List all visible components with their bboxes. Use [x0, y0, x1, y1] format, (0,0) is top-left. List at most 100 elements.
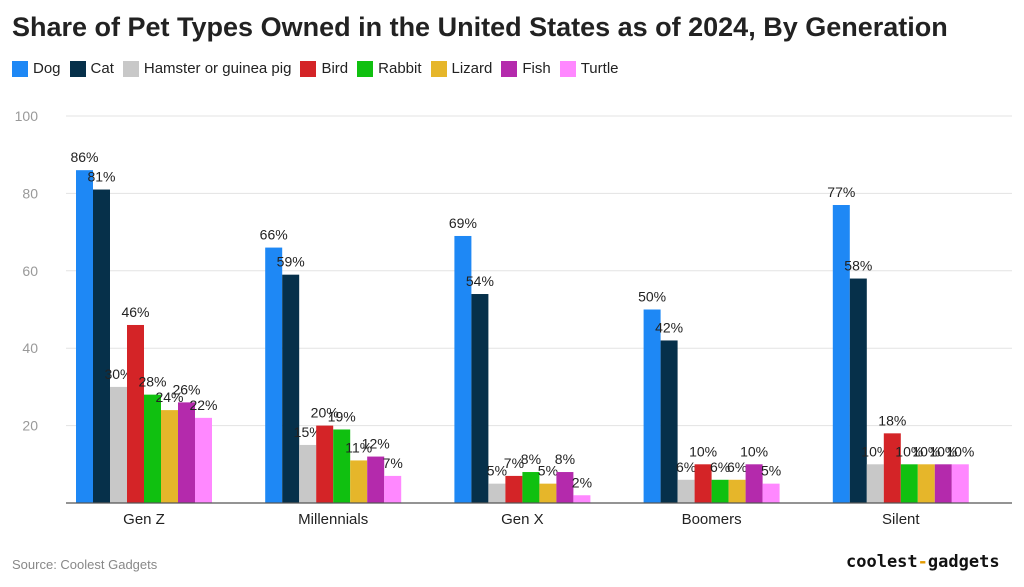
data-label: 69% [449, 215, 477, 231]
data-label: 77% [827, 184, 855, 200]
bar [728, 479, 746, 503]
legend-swatch [12, 60, 28, 77]
y-tick-label: 40 [22, 340, 38, 356]
data-label: 59% [277, 254, 305, 270]
y-tick-label: 20 [22, 418, 38, 434]
bar [883, 433, 901, 503]
data-label: 10% [929, 443, 957, 459]
bar [677, 479, 695, 503]
data-label: 86% [70, 149, 98, 165]
bar [178, 402, 195, 503]
data-label: 10% [912, 443, 940, 459]
bar [573, 495, 591, 503]
bar [505, 475, 523, 503]
data-label: 10% [895, 443, 923, 459]
bar [316, 425, 334, 503]
data-label: 2% [572, 474, 592, 490]
legend: Dog Cat Hamster or guinea pig Bird Rabbit Liz… [12, 60, 628, 77]
data-label: 15% [294, 424, 322, 440]
legend-label: Rabbit [378, 60, 422, 77]
bar [471, 294, 489, 503]
legend-item-3: Bird [300, 60, 348, 77]
data-label: 24% [155, 389, 183, 405]
data-label: 6% [710, 459, 730, 475]
bar [333, 429, 351, 503]
bar [161, 410, 178, 503]
bar [866, 464, 884, 503]
bar [110, 386, 127, 503]
x-tick-label: Boomers [682, 511, 742, 528]
data-label: 66% [260, 227, 288, 243]
data-label: 8% [555, 451, 575, 467]
data-label: 5% [761, 463, 781, 479]
data-label: 46% [121, 304, 149, 320]
data-label: 30% [104, 366, 132, 382]
bar [694, 464, 712, 503]
data-label: 18% [878, 412, 906, 428]
bar [745, 464, 763, 503]
data-label: 81% [87, 169, 115, 185]
legend-item-4: Rabbit [357, 60, 422, 77]
data-label: 11% [345, 439, 372, 455]
legend-item-0: Dog [12, 60, 61, 77]
legend-label: Dog [33, 60, 61, 77]
bar [643, 309, 661, 503]
legend-item-6: Fish [501, 60, 551, 77]
data-label: 28% [138, 374, 166, 390]
data-label: 42% [655, 319, 683, 335]
data-label: 10% [740, 443, 768, 459]
data-label: 22% [189, 397, 217, 413]
bar [900, 464, 918, 503]
legend-label: Lizard [451, 60, 493, 77]
data-label: 19% [328, 408, 356, 424]
bar [660, 340, 678, 503]
source-note: Source: Coolest Gadgets [12, 557, 158, 572]
bar [488, 483, 506, 503]
bar [299, 444, 317, 503]
legend-item-5: Lizard [430, 60, 493, 77]
legend-item-7: Turtle [559, 60, 619, 77]
legend-item-2: Hamster or guinea pig [122, 60, 292, 77]
bar [522, 472, 540, 503]
x-tick-label: Gen Z [123, 511, 165, 528]
data-label: 6% [727, 459, 747, 475]
bar [282, 274, 300, 503]
legend-label: Hamster or guinea pig [143, 60, 292, 77]
y-tick-label: 100 [15, 108, 39, 124]
legend-swatch [69, 60, 86, 77]
legend-swatch [501, 60, 518, 77]
data-label: 10% [946, 443, 974, 459]
data-label: 50% [638, 289, 666, 305]
x-tick-label: Gen X [501, 511, 544, 528]
brand-logo: coolest-gadgets [846, 552, 1000, 572]
x-tick-label: Millennials [298, 511, 368, 528]
data-label: 6% [676, 459, 696, 475]
bar [711, 479, 729, 503]
bar [384, 475, 402, 503]
legend-item-1: Cat [69, 60, 114, 77]
y-tick-label: 60 [22, 263, 38, 279]
y-tick-label: 80 [22, 185, 38, 201]
chart-title: Share of Pet Types Owned in the United S… [12, 12, 948, 42]
bar [195, 417, 212, 503]
data-label: 58% [844, 258, 872, 274]
data-label: 26% [172, 381, 200, 397]
bar [127, 324, 144, 503]
bar [762, 483, 780, 503]
bar [76, 170, 93, 503]
bar [454, 235, 472, 503]
data-label: 20% [311, 405, 339, 421]
bar [951, 464, 969, 503]
data-label: 54% [466, 273, 494, 289]
bar [367, 456, 385, 503]
bar [539, 483, 557, 503]
legend-label: Bird [321, 60, 349, 77]
data-label: 8% [521, 451, 541, 467]
bar [832, 205, 850, 503]
bar [934, 464, 952, 503]
bar [93, 189, 110, 503]
data-label: 10% [861, 443, 889, 459]
legend-label: Fish [522, 60, 551, 77]
legend-label: Turtle [580, 60, 619, 77]
